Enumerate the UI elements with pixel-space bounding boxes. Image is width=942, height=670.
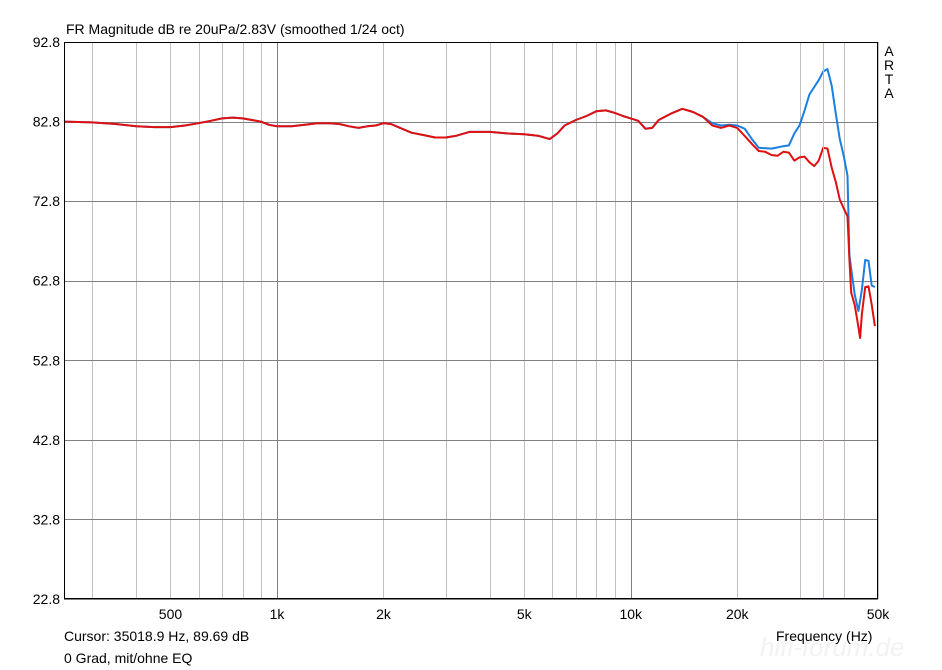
x-tick-label: 50k xyxy=(867,606,891,622)
y-tick-label: 52.8 xyxy=(33,352,60,368)
x-tick-label: 20k xyxy=(726,606,750,622)
x-tick-label: 500 xyxy=(159,606,183,622)
x-tick-label: 10k xyxy=(619,606,643,622)
x-tick-label: 5k xyxy=(517,606,533,622)
brand-letter: A xyxy=(884,43,894,59)
y-tick-label: 72.8 xyxy=(33,193,60,209)
y-tick-label: 82.8 xyxy=(33,114,60,130)
chart-title: FR Magnitude dB re 20uPa/2.83V (smoothed… xyxy=(66,21,405,37)
plot-frame xyxy=(64,42,878,599)
y-tick-label: 62.8 xyxy=(33,273,60,289)
series-line xyxy=(63,107,876,339)
y-tick-label: 22.8 xyxy=(33,591,60,607)
cursor-readout: Cursor: 35018.9 Hz, 89.69 dB xyxy=(64,628,250,644)
brand-letter: T xyxy=(884,71,894,87)
x-tick-label: 2k xyxy=(376,606,392,622)
y-tick-label: 92.8 xyxy=(33,34,60,50)
brand-label: A R T A xyxy=(882,44,896,100)
brand-letter: R xyxy=(883,57,895,73)
chart-caption: 0 Grad, mit/ohne EQ xyxy=(64,650,193,666)
y-tick-label: 32.8 xyxy=(33,511,60,527)
watermark: hifi-forum.de xyxy=(760,632,905,662)
y-tick-label: 42.8 xyxy=(33,432,60,448)
x-tick-label: 1k xyxy=(270,606,286,622)
x-axis-label: Frequency (Hz) xyxy=(776,628,873,644)
brand-letter: A xyxy=(884,85,894,101)
